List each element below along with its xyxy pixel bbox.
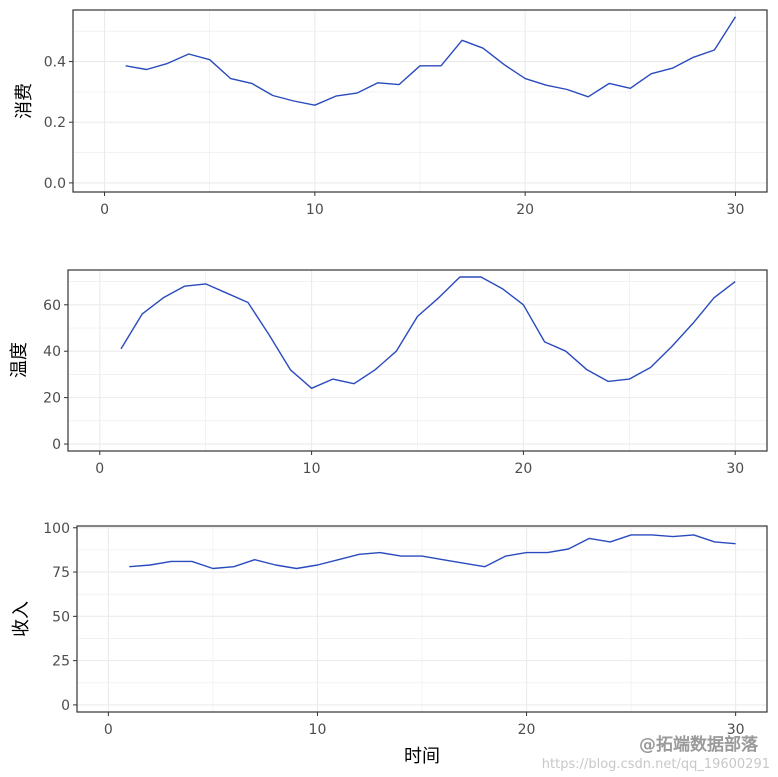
panel-temperature-xtick-label: 20 [514,461,532,477]
panel-income: 0 10 20 30 0 25 50 75 100 收入 时间 [11,521,768,767]
panel-income-xtick-label: 0 [104,722,113,738]
panel-temperature-ytick-label: 20 [43,391,61,407]
panel-consumption: 0 10 20 30 0.0 0.2 0.4 消费 [14,9,768,218]
panel-consumption-ylabel: 消费 [14,83,35,119]
panel-temperature-ticks: 0 10 20 30 0 20 40 60 [43,298,744,477]
panel-income-ytick-label: 0 [61,698,70,714]
panel-consumption-ytick-label: 0.0 [44,176,66,192]
panel-temperature-grid [68,270,767,451]
panel-consumption-ticks: 0 10 20 30 0.0 0.2 0.4 [44,55,745,218]
panel-consumption-line [125,16,737,106]
panel-temperature-border [67,269,768,452]
panel-income-ytick-label: 50 [52,609,70,625]
panel-income-border [76,525,768,713]
panel-temperature-ytick-label: 0 [52,437,61,453]
panel-income-ytick-label: 100 [43,521,70,537]
panel-temperature-xtick-label: 0 [95,461,104,477]
panel-temperature-line [120,276,736,389]
panel-income-ylabel: 收入 [11,601,32,637]
panel-income-xlabel: 时间 [404,746,440,767]
panel-income-ytick-label: 75 [52,565,70,581]
panel-temperature-xtick-label: 30 [726,461,744,477]
panel-consumption-grid [73,10,767,192]
panel-temperature-ytick-label: 60 [43,298,61,314]
panel-temperature-ytick-label: 40 [43,344,61,360]
panel-temperature-series [120,276,736,389]
panel-temperature-ylabel: 温度 [9,342,30,378]
panel-consumption-border [72,9,768,193]
panel-temperature: 0 10 20 30 0 20 40 60 温度 [9,269,768,477]
panel-consumption-xtick-label: 10 [306,202,324,218]
panel-income-series [129,534,736,570]
panel-income-ticks: 0 10 20 30 0 25 50 75 100 [43,521,744,738]
panel-income-xtick-label: 10 [309,722,327,738]
panel-consumption-series [125,16,737,106]
panel-income-xtick-label: 20 [518,722,536,738]
panel-temperature-xtick-label: 10 [303,461,321,477]
panel-consumption-ytick-label: 0.4 [44,55,66,71]
panel-income-xtick-label: 30 [727,722,745,738]
panel-consumption-ytick-label: 0.2 [44,115,66,131]
watermark-brand: @拓端数据部落 [639,734,759,755]
panel-consumption-xtick-label: 30 [727,202,745,218]
panel-consumption-xtick-label: 0 [100,202,109,218]
panel-income-line [129,534,736,570]
panel-income-ytick-label: 25 [52,654,70,670]
watermark-url: https://blog.csdn.net/qq_19600291 [542,757,770,772]
panel-consumption-xtick-label: 20 [516,202,534,218]
panel-income-grid [77,526,767,712]
